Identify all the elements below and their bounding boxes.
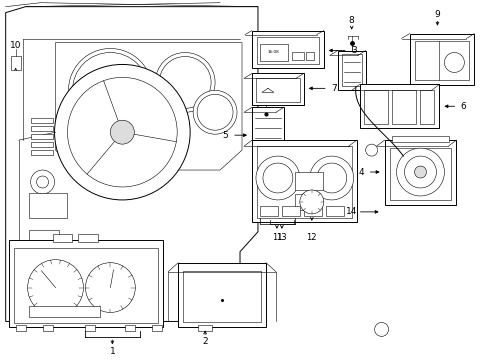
Circle shape bbox=[68, 49, 152, 132]
Bar bbox=[31, 118, 52, 123]
Circle shape bbox=[159, 57, 211, 108]
Bar bbox=[325, 206, 343, 216]
Bar bbox=[29, 230, 59, 268]
Bar bbox=[31, 134, 52, 139]
Bar bbox=[152, 325, 162, 332]
Circle shape bbox=[31, 170, 55, 194]
Circle shape bbox=[37, 176, 48, 188]
Circle shape bbox=[299, 190, 323, 214]
Text: 10: 10 bbox=[10, 41, 21, 50]
Circle shape bbox=[414, 166, 426, 178]
Circle shape bbox=[197, 94, 233, 130]
Bar bbox=[11, 57, 20, 71]
Text: 11: 11 bbox=[271, 233, 282, 242]
Circle shape bbox=[309, 156, 353, 200]
Bar bbox=[337, 50, 365, 90]
Bar bbox=[255, 78, 299, 102]
Text: 1: 1 bbox=[109, 347, 115, 356]
Text: 2: 2 bbox=[202, 337, 207, 346]
Bar bbox=[29, 193, 66, 218]
Text: 4: 4 bbox=[358, 167, 364, 176]
Bar bbox=[341, 54, 361, 86]
Bar bbox=[31, 150, 52, 155]
Circle shape bbox=[55, 64, 190, 200]
Circle shape bbox=[404, 156, 436, 188]
Circle shape bbox=[365, 144, 377, 156]
Bar bbox=[52, 234, 72, 242]
Bar bbox=[414, 41, 468, 80]
Bar bbox=[85, 325, 95, 332]
Text: 8: 8 bbox=[348, 16, 354, 25]
Bar bbox=[251, 140, 356, 222]
Bar bbox=[251, 31, 323, 68]
Bar bbox=[389, 148, 450, 200]
Bar bbox=[281, 206, 299, 216]
Bar bbox=[359, 84, 439, 128]
Bar bbox=[31, 126, 52, 131]
Bar bbox=[14, 248, 158, 323]
Bar bbox=[303, 206, 321, 216]
Text: 3: 3 bbox=[350, 46, 356, 55]
Circle shape bbox=[396, 148, 444, 196]
Bar bbox=[260, 44, 287, 62]
Bar bbox=[260, 206, 277, 216]
Circle shape bbox=[193, 90, 237, 134]
Circle shape bbox=[72, 53, 148, 128]
Circle shape bbox=[316, 163, 346, 193]
Circle shape bbox=[444, 53, 464, 72]
Bar bbox=[125, 325, 135, 332]
Bar bbox=[294, 194, 306, 210]
Bar bbox=[419, 90, 433, 124]
Circle shape bbox=[374, 323, 388, 336]
Bar bbox=[391, 136, 448, 142]
Bar bbox=[16, 325, 25, 332]
Bar bbox=[251, 107, 284, 162]
Bar bbox=[307, 194, 319, 210]
Bar bbox=[384, 140, 455, 205]
Circle shape bbox=[155, 53, 215, 112]
Text: 5: 5 bbox=[222, 131, 227, 140]
Circle shape bbox=[255, 156, 299, 200]
Bar bbox=[363, 90, 387, 124]
Circle shape bbox=[110, 120, 134, 144]
Text: 13: 13 bbox=[276, 233, 286, 242]
Bar bbox=[178, 263, 265, 328]
Text: 7: 7 bbox=[330, 84, 336, 93]
Bar bbox=[408, 33, 473, 85]
Bar bbox=[291, 53, 303, 60]
Text: 16:08: 16:08 bbox=[267, 50, 279, 54]
Circle shape bbox=[263, 163, 292, 193]
Bar bbox=[256, 37, 318, 64]
Bar bbox=[305, 53, 313, 60]
Bar bbox=[31, 142, 52, 147]
Bar bbox=[29, 306, 100, 318]
Bar bbox=[391, 90, 415, 124]
Bar bbox=[251, 73, 303, 105]
Bar bbox=[183, 271, 261, 323]
Circle shape bbox=[27, 260, 83, 315]
Text: 12: 12 bbox=[306, 233, 316, 242]
Bar bbox=[256, 146, 351, 218]
Bar bbox=[42, 325, 52, 332]
Circle shape bbox=[85, 263, 135, 312]
Bar bbox=[9, 240, 163, 328]
Bar bbox=[78, 234, 98, 242]
Bar bbox=[198, 325, 212, 332]
Text: 6: 6 bbox=[460, 102, 465, 111]
Circle shape bbox=[67, 77, 177, 187]
Text: 9: 9 bbox=[434, 10, 439, 19]
Bar bbox=[294, 172, 322, 190]
Text: 14: 14 bbox=[346, 207, 357, 216]
